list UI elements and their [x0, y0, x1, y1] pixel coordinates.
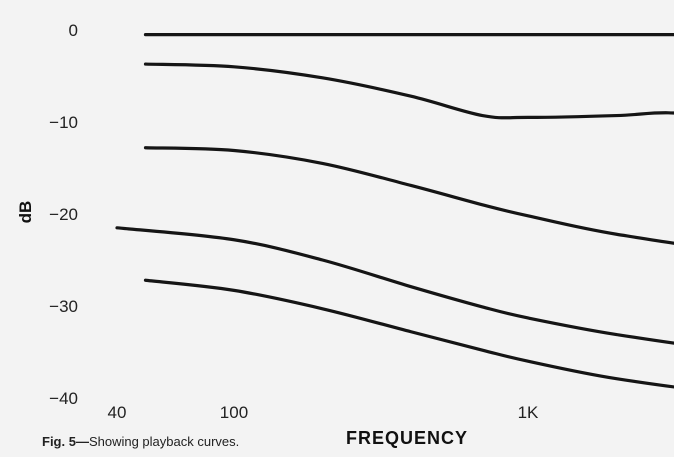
y-tick-label: −20	[49, 205, 78, 224]
figure-caption-label: Fig. 5—	[42, 434, 89, 449]
x-tick-labels: 401001K10K	[108, 403, 540, 422]
y-tick-label: −30	[49, 297, 78, 316]
figure-caption-text: Showing playback curves.	[88, 434, 240, 449]
playback-curve-4	[115, 226, 674, 345]
y-tick-label: 0	[69, 21, 78, 40]
y-tick-label: −40	[49, 389, 78, 408]
playback-curve-2	[143, 62, 674, 120]
y-tick-labels: 0 −10 −20 −30 −40	[49, 21, 78, 408]
x-tick-label: 1K	[518, 403, 539, 422]
y-tick-label: −10	[49, 113, 78, 132]
x-axis-label: FREQUENCY	[346, 428, 468, 448]
curve-group	[115, 33, 674, 389]
playback-curve-5	[143, 278, 674, 389]
x-tick-label: 40	[108, 403, 127, 422]
figure-caption: Fig. 5—Showing playback curves.	[42, 434, 239, 449]
playback-curve-3	[143, 146, 674, 245]
y-axis-label: dB	[16, 201, 35, 224]
x-tick-label: 100	[220, 403, 248, 422]
